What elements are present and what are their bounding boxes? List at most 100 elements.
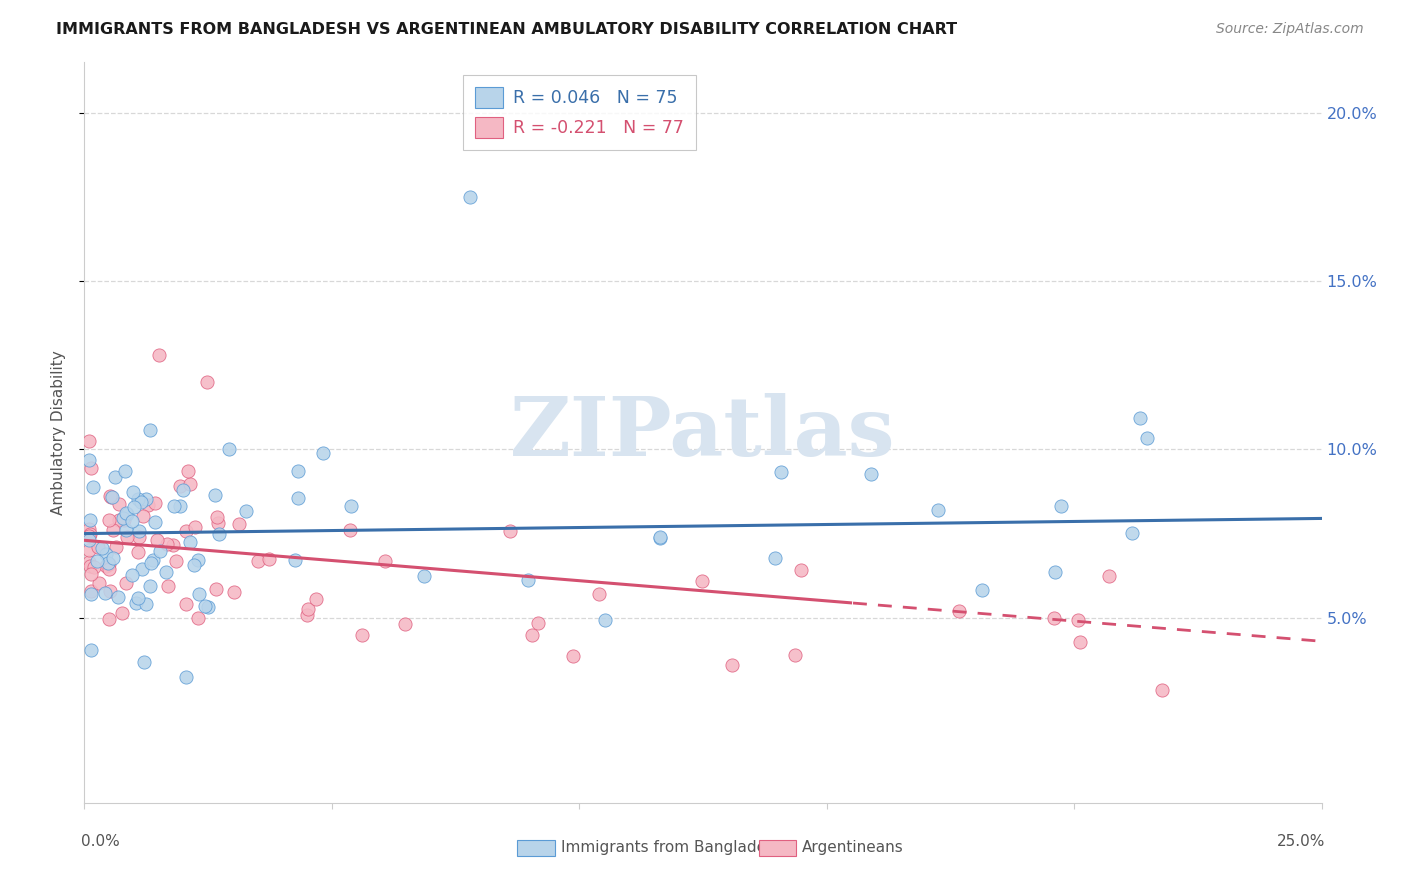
Point bbox=[413, 568, 436, 582]
Point bbox=[179, 535, 201, 549]
Point bbox=[176, 464, 198, 478]
FancyBboxPatch shape bbox=[517, 840, 554, 856]
Point bbox=[91, 541, 114, 555]
Point bbox=[1129, 410, 1152, 425]
Point bbox=[948, 604, 970, 618]
Point bbox=[86, 554, 108, 568]
Point bbox=[595, 613, 617, 627]
Point bbox=[100, 490, 122, 504]
Point bbox=[79, 555, 101, 569]
Point bbox=[287, 464, 309, 478]
Point bbox=[129, 495, 152, 509]
Point bbox=[107, 590, 129, 604]
Point bbox=[131, 562, 153, 576]
Point bbox=[222, 585, 245, 599]
Point bbox=[128, 524, 150, 538]
Point bbox=[79, 529, 101, 543]
Point bbox=[127, 591, 149, 606]
Point bbox=[1067, 613, 1090, 627]
Point bbox=[312, 446, 335, 460]
Point bbox=[339, 524, 361, 538]
Point bbox=[790, 563, 813, 577]
Point bbox=[135, 491, 157, 506]
Point bbox=[155, 566, 177, 580]
Point bbox=[143, 496, 166, 510]
Point bbox=[228, 516, 250, 531]
Point bbox=[218, 442, 240, 457]
Point bbox=[80, 566, 103, 581]
Point bbox=[79, 527, 101, 541]
Point bbox=[98, 562, 121, 576]
Point bbox=[79, 522, 101, 536]
Point bbox=[139, 423, 162, 437]
Point bbox=[139, 578, 162, 592]
Point bbox=[1043, 611, 1066, 625]
Point bbox=[112, 513, 135, 527]
Point bbox=[297, 602, 319, 616]
Point bbox=[340, 499, 363, 513]
Point bbox=[970, 583, 993, 598]
Text: 0.0%: 0.0% bbox=[80, 834, 120, 849]
Point bbox=[187, 553, 209, 567]
Point bbox=[720, 657, 742, 672]
Point bbox=[184, 520, 207, 534]
Point bbox=[1098, 569, 1121, 583]
Point bbox=[127, 545, 149, 559]
Point bbox=[146, 533, 169, 548]
Point bbox=[1150, 683, 1173, 698]
Point bbox=[108, 513, 131, 527]
Point bbox=[179, 477, 201, 491]
Point bbox=[128, 531, 150, 545]
Point bbox=[79, 434, 101, 448]
Point bbox=[79, 558, 101, 573]
Point bbox=[305, 591, 328, 606]
Point bbox=[115, 576, 138, 591]
Point bbox=[763, 551, 786, 566]
Point bbox=[690, 574, 713, 589]
FancyBboxPatch shape bbox=[759, 840, 796, 856]
Point bbox=[131, 508, 153, 523]
Point bbox=[520, 627, 543, 641]
Point bbox=[163, 500, 186, 514]
Point bbox=[235, 504, 257, 518]
Point bbox=[101, 490, 124, 504]
Y-axis label: Ambulatory Disability: Ambulatory Disability bbox=[51, 351, 66, 515]
Point bbox=[103, 524, 125, 538]
Point bbox=[527, 615, 550, 630]
Point bbox=[187, 610, 209, 624]
Point bbox=[114, 464, 136, 478]
Text: Source: ZipAtlas.com: Source: ZipAtlas.com bbox=[1216, 22, 1364, 37]
Point bbox=[122, 500, 145, 515]
Point bbox=[97, 612, 120, 626]
Point bbox=[79, 460, 101, 475]
Point bbox=[187, 587, 209, 601]
Point bbox=[350, 628, 373, 642]
Point bbox=[80, 583, 103, 598]
Point bbox=[169, 500, 191, 514]
Point bbox=[246, 554, 269, 568]
Point bbox=[374, 554, 396, 568]
Point bbox=[83, 560, 105, 574]
Point bbox=[162, 538, 184, 552]
Point bbox=[94, 547, 117, 561]
Point bbox=[499, 524, 522, 538]
Point bbox=[101, 551, 124, 566]
Point bbox=[172, 483, 194, 497]
Point bbox=[458, 190, 481, 204]
Point bbox=[174, 524, 197, 539]
Point bbox=[111, 606, 134, 620]
Point bbox=[1069, 634, 1091, 648]
Point bbox=[115, 530, 138, 544]
Point bbox=[97, 556, 120, 570]
Point bbox=[142, 553, 165, 567]
Point bbox=[208, 527, 231, 541]
Point bbox=[79, 513, 101, 527]
Point bbox=[87, 575, 110, 590]
Point bbox=[194, 599, 217, 613]
Point bbox=[125, 596, 148, 610]
Point bbox=[104, 470, 127, 484]
Point bbox=[148, 348, 170, 362]
Point bbox=[79, 543, 101, 558]
Point bbox=[204, 487, 226, 501]
Point bbox=[195, 375, 218, 389]
